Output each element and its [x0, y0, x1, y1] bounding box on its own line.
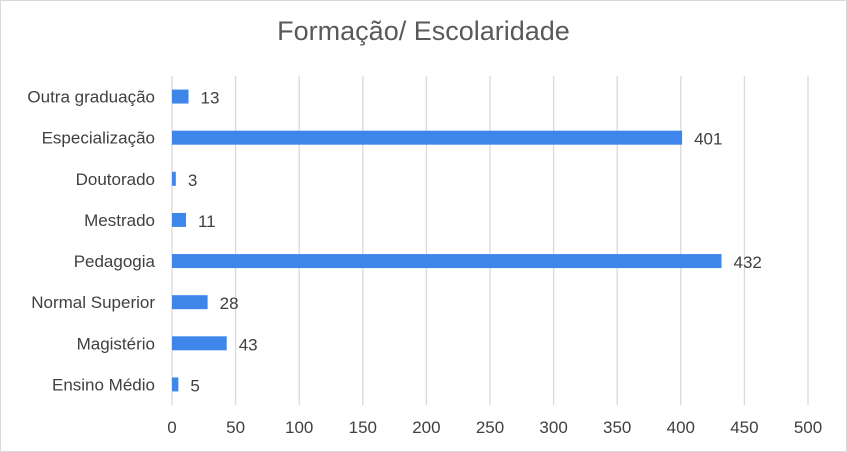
x-tick-label: 100	[285, 418, 313, 437]
bar	[172, 254, 722, 269]
category-label: Magistério	[77, 334, 155, 353]
x-tick-label: 200	[412, 418, 440, 437]
data-label: 3	[188, 171, 197, 190]
bar	[172, 212, 186, 227]
x-tick-label: 350	[603, 418, 631, 437]
data-label: 401	[694, 130, 722, 149]
category-label: Outra graduação	[27, 88, 155, 107]
x-tick-label: 250	[476, 418, 504, 437]
category-label: Pedagogia	[74, 252, 156, 271]
data-label: 13	[201, 89, 220, 108]
x-tick-label: 150	[349, 418, 377, 437]
category-label: Mestrado	[84, 211, 155, 230]
data-labels: 13 401 3 11 432 28 43 5	[188, 89, 762, 396]
bar	[172, 377, 179, 392]
x-tick-label: 500	[794, 418, 822, 437]
data-label: 28	[220, 294, 239, 313]
category-label: Especialização	[42, 129, 155, 148]
x-tick-label: 0	[167, 418, 176, 437]
data-label: 432	[734, 253, 762, 272]
data-label: 5	[190, 376, 199, 395]
x-tick-label: 450	[730, 418, 758, 437]
chart-title: Formação/ Escolaridade	[277, 16, 570, 46]
data-label: 11	[198, 212, 216, 231]
bar	[172, 336, 227, 351]
category-labels: Outra graduação Especialização Doutorado Me…	[27, 88, 155, 395]
data-label: 43	[239, 335, 258, 354]
bar	[172, 89, 189, 104]
bar	[172, 130, 683, 145]
gridlines	[171, 76, 809, 405]
category-label: Doutorado	[76, 170, 155, 189]
bars	[172, 89, 722, 392]
x-tick-label: 50	[226, 418, 245, 437]
x-tick-label: 400	[667, 418, 695, 437]
x-tick-label: 300	[539, 418, 567, 437]
bar	[172, 295, 208, 310]
category-label: Ensino Médio	[52, 375, 155, 394]
bar	[172, 171, 176, 186]
x-tick-labels: 0 50 100 150 200 250 300 350 400 450 500	[167, 418, 822, 437]
category-label: Normal Superior	[31, 293, 155, 312]
